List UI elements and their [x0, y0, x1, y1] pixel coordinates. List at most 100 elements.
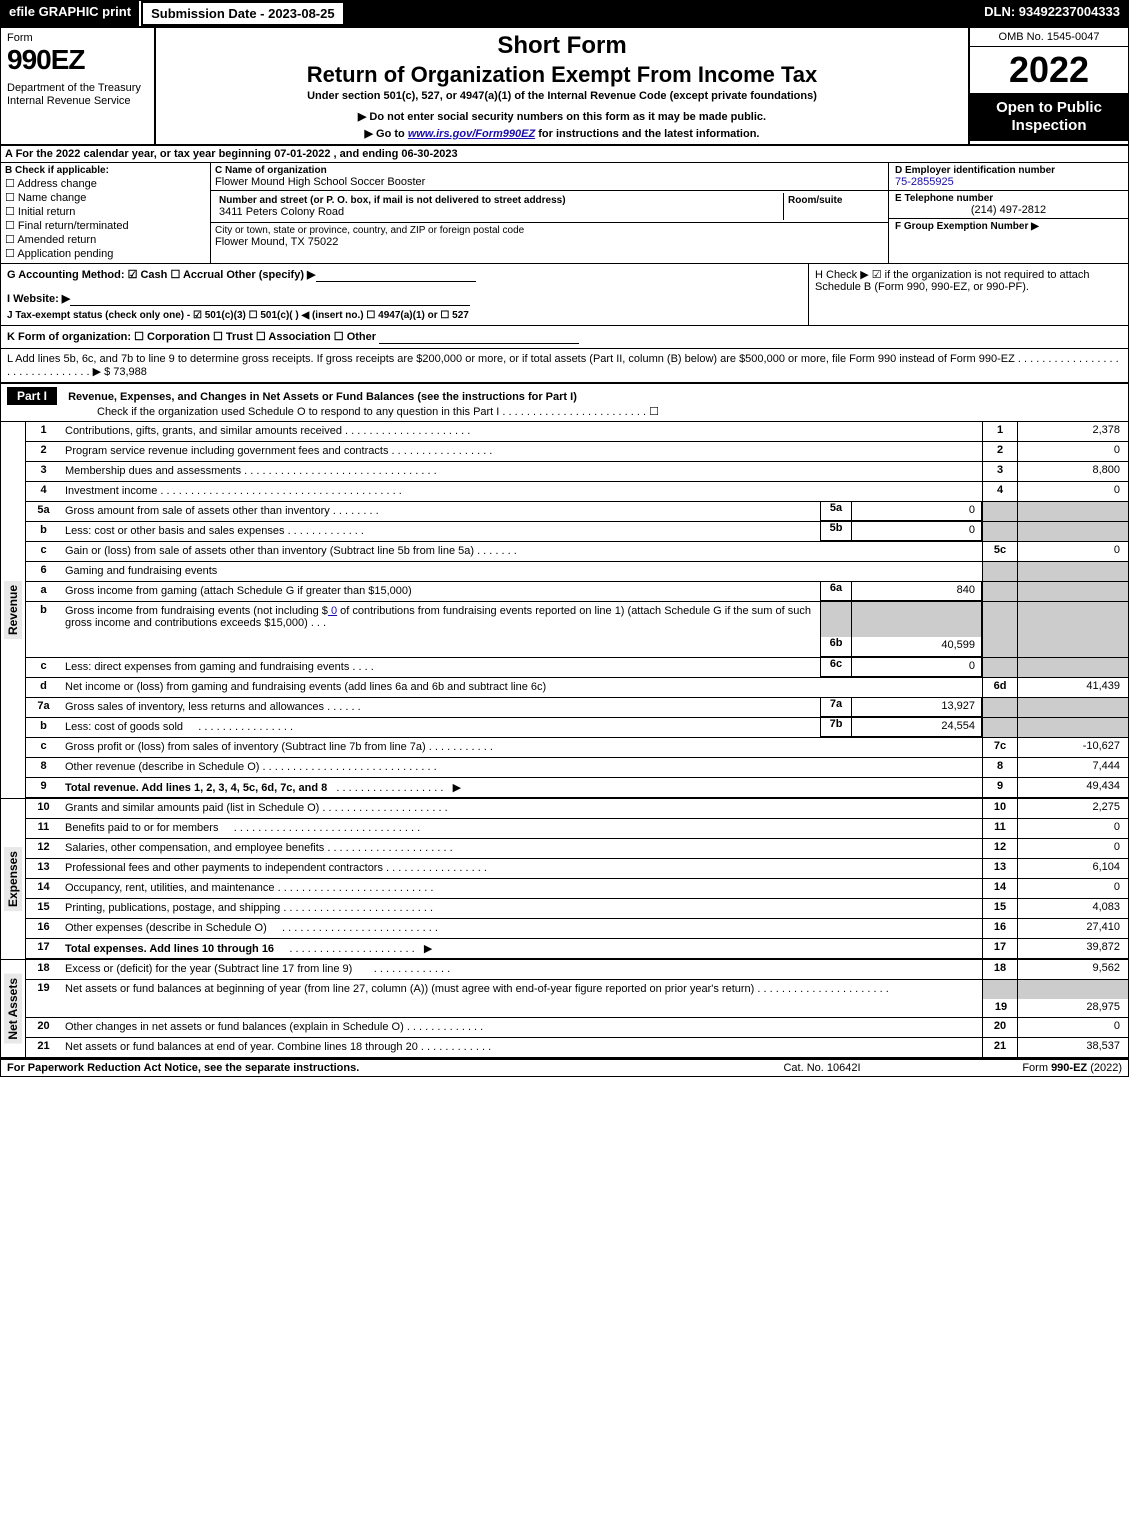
line-6c-desc: Less: direct expenses from gaming and fu…	[61, 658, 820, 677]
header-right: OMB No. 1545-0047 2022 Open to Public In…	[968, 28, 1128, 144]
line-8-val: 7,444	[1018, 758, 1128, 777]
form-container: efile GRAPHIC print Submission Date - 20…	[0, 0, 1129, 1077]
line-6a-shadeval	[1018, 582, 1128, 601]
c-street-label: Number and street (or P. O. box, if mail…	[219, 195, 779, 206]
footer-right: Form 990-EZ (2022)	[922, 1062, 1122, 1074]
line-6b-shadeval	[1018, 602, 1128, 657]
bullet-goto: ▶ Go to www.irs.gov/Form990EZ for instru…	[164, 127, 960, 140]
cb-initial-return[interactable]: Initial return	[5, 205, 206, 218]
line-6-desc: Gaming and fundraising events	[61, 562, 982, 581]
row-g-h: G Accounting Method: ☑ Cash ☐ Accrual Ot…	[1, 264, 1128, 326]
line-5b-shade	[982, 522, 1018, 541]
line-8-box: 8	[982, 758, 1018, 777]
line-14-desc: Occupancy, rent, utilities, and maintena…	[61, 879, 982, 898]
efile-print[interactable]: efile GRAPHIC print	[1, 1, 139, 26]
line-14-val: 0	[1018, 879, 1128, 898]
j-tax-exempt: J Tax-exempt status (check only one) - ☑…	[7, 310, 802, 321]
netassets-block: Net Assets 18Excess or (deficit) for the…	[1, 960, 1128, 1058]
part-i-title: Revenue, Expenses, and Changes in Net As…	[68, 391, 577, 403]
short-form-label: Short Form	[164, 32, 960, 60]
netassets-sidelabel: Net Assets	[4, 974, 22, 1044]
e-label: E Telephone number	[895, 193, 1122, 204]
line-7a-shadeval	[1018, 698, 1128, 717]
c-org-name: Flower Mound High School Soccer Booster	[215, 176, 884, 188]
line-4-box: 4	[982, 482, 1018, 501]
line-5a-subval: 0	[852, 502, 982, 521]
col-b-checkboxes: B Check if applicable: Address change Na…	[1, 163, 211, 263]
g-accounting-method: G Accounting Method: ☑ Cash ☐ Accrual Ot…	[7, 268, 802, 282]
line-13-desc: Professional fees and other payments to …	[61, 859, 982, 878]
bullet-ssn: ▶ Do not enter social security numbers o…	[164, 110, 960, 123]
line-9-val: 49,434	[1018, 778, 1128, 797]
footer-cat: Cat. No. 10642I	[722, 1062, 922, 1074]
line-7c-desc: Gross profit or (loss) from sales of inv…	[61, 738, 982, 757]
line-7a-shade	[982, 698, 1018, 717]
line-10-desc: Grants and similar amounts paid (list in…	[61, 799, 982, 818]
c-name-label: C Name of organization	[215, 165, 884, 176]
form-header: Form 990EZ Department of the Treasury In…	[1, 28, 1128, 146]
row-a-tax-year: A For the 2022 calendar year, or tax yea…	[1, 146, 1128, 163]
i-website-row: I Website: ▶	[7, 292, 802, 306]
line-7a-subval: 13,927	[852, 698, 982, 717]
line-1-box: 1	[982, 422, 1018, 441]
line-4-desc: Investment income . . . . . . . . . . . …	[61, 482, 982, 501]
line-11-box: 11	[982, 819, 1018, 838]
line-14-box: 14	[982, 879, 1018, 898]
line-1-desc: Contributions, gifts, grants, and simila…	[61, 422, 982, 441]
line-6c-sub: 6c	[820, 658, 852, 677]
cb-name-change[interactable]: Name change	[5, 191, 206, 204]
line-18-desc: Excess or (deficit) for the year (Subtra…	[61, 960, 982, 979]
cb-amended-return[interactable]: Amended return	[5, 233, 206, 246]
open-public-inspection: Open to Public Inspection	[970, 93, 1128, 141]
d-label: D Employer identification number	[895, 165, 1122, 176]
line-17-val: 39,872	[1018, 939, 1128, 958]
line-16-desc: Other expenses (describe in Schedule O) …	[61, 919, 982, 938]
col-c-org-info: C Name of organization Flower Mound High…	[211, 163, 888, 263]
irs-link[interactable]: www.irs.gov/Form990EZ	[408, 128, 535, 140]
line-6d-desc: Net income or (loss) from gaming and fun…	[61, 678, 982, 697]
footer-left: For Paperwork Reduction Act Notice, see …	[7, 1062, 722, 1074]
line-16-val: 27,410	[1018, 919, 1128, 938]
line-6c-shade	[982, 658, 1018, 677]
l-value: 73,988	[113, 366, 147, 378]
goto-pre: ▶ Go to	[365, 128, 408, 140]
topbar-spacer	[345, 1, 977, 26]
line-15-val: 4,083	[1018, 899, 1128, 918]
cb-application-pending[interactable]: Application pending	[5, 247, 206, 260]
line-13-val: 6,104	[1018, 859, 1128, 878]
line-20-desc: Other changes in net assets or fund bala…	[61, 1018, 982, 1037]
line-5b-shadeval	[1018, 522, 1128, 541]
line-7a-sub: 7a	[820, 698, 852, 717]
cb-final-return[interactable]: Final return/terminated	[5, 219, 206, 232]
line-6b-amt[interactable]: 0	[328, 605, 337, 617]
line-6b-shade	[982, 602, 1018, 657]
line-17-box: 17	[982, 939, 1018, 958]
line-7b-subval: 24,554	[852, 718, 982, 737]
line-5c-val: 0	[1018, 542, 1128, 561]
col-def: D Employer identification number 75-2855…	[888, 163, 1128, 263]
b-label: B Check if applicable:	[5, 165, 206, 176]
line-2-box: 2	[982, 442, 1018, 461]
submission-date: Submission Date - 2023-08-25	[141, 1, 345, 26]
line-6d-box: 6d	[982, 678, 1018, 697]
line-5c-desc: Gain or (loss) from sale of assets other…	[61, 542, 982, 561]
line-8-desc: Other revenue (describe in Schedule O) .…	[61, 758, 982, 777]
line-20-val: 0	[1018, 1018, 1128, 1037]
line-6a-shade	[982, 582, 1018, 601]
line-6c-subval: 0	[852, 658, 982, 677]
row-k: K Form of organization: ☐ Corporation ☐ …	[1, 326, 1128, 349]
line-5c-box: 5c	[982, 542, 1018, 561]
page-footer: For Paperwork Reduction Act Notice, see …	[1, 1058, 1128, 1076]
c-street: 3411 Peters Colony Road	[219, 206, 779, 218]
form-title: Return of Organization Exempt From Incom…	[164, 62, 960, 88]
line-6c-shadeval	[1018, 658, 1128, 677]
line-7b-sub: 7b	[820, 718, 852, 737]
line-6-shade	[982, 562, 1018, 581]
expenses-sidelabel: Expenses	[4, 847, 22, 911]
c-city: Flower Mound, TX 75022	[215, 236, 884, 248]
line-12-box: 12	[982, 839, 1018, 858]
cb-address-change[interactable]: Address change	[5, 177, 206, 190]
d-ein: 75-2855925	[895, 176, 1122, 188]
tax-year: 2022	[970, 47, 1128, 93]
topbar: efile GRAPHIC print Submission Date - 20…	[1, 1, 1128, 28]
